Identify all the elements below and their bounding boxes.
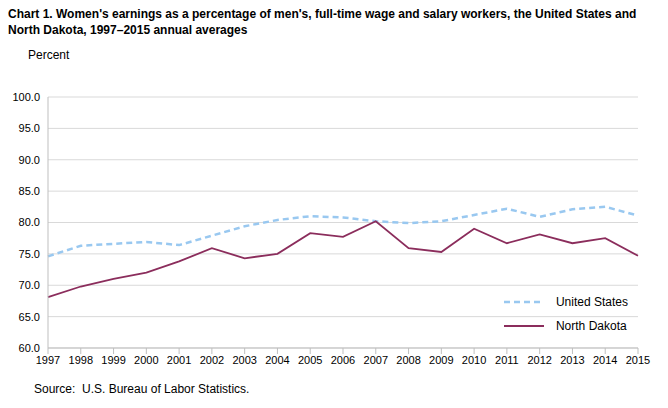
- svg-text:2000: 2000: [134, 354, 158, 366]
- html-text:United States: United States: [556, 295, 628, 309]
- html-text:Percent: Percent: [28, 48, 70, 62]
- html-text:Source: U.S. Bureau of Labor S: Source: U.S. Bureau of Labor Statistics.: [34, 382, 250, 396]
- svg-text:70.0: 70.0: [19, 279, 40, 291]
- svg-text:2014: 2014: [593, 354, 617, 366]
- svg-text:2001: 2001: [167, 354, 191, 366]
- svg-text:2008: 2008: [396, 354, 420, 366]
- svg-text:2002: 2002: [200, 354, 224, 366]
- svg-text:2006: 2006: [331, 354, 355, 366]
- svg-text:65.0: 65.0: [19, 311, 40, 323]
- svg-text:80.0: 80.0: [19, 216, 40, 228]
- svg-text:90.0: 90.0: [19, 154, 40, 166]
- svg-text:2009: 2009: [429, 354, 453, 366]
- html-text:North Dakota: North Dakota: [556, 319, 627, 333]
- svg-text:2007: 2007: [364, 354, 388, 366]
- svg-text:1997: 1997: [36, 354, 60, 366]
- svg-text:2010: 2010: [462, 354, 486, 366]
- svg-text:1998: 1998: [69, 354, 93, 366]
- svg-text:2013: 2013: [560, 354, 584, 366]
- svg-text:60.0: 60.0: [19, 342, 40, 354]
- svg-text:100.0: 100.0: [12, 91, 40, 103]
- svg-text:85.0: 85.0: [19, 185, 40, 197]
- svg-text:1999: 1999: [101, 354, 125, 366]
- svg-text:2015: 2015: [626, 354, 650, 366]
- svg-text:2012: 2012: [527, 354, 551, 366]
- svg-text:95.0: 95.0: [19, 122, 40, 134]
- svg-text:75.0: 75.0: [19, 248, 40, 260]
- svg-text:2011: 2011: [495, 354, 519, 366]
- svg-text:2003: 2003: [232, 354, 256, 366]
- html-text:Chart 1. Women's earnings as a: Chart 1. Women's earnings as a percentag…: [8, 7, 637, 37]
- svg-text:2004: 2004: [265, 354, 289, 366]
- svg-text:2005: 2005: [298, 354, 322, 366]
